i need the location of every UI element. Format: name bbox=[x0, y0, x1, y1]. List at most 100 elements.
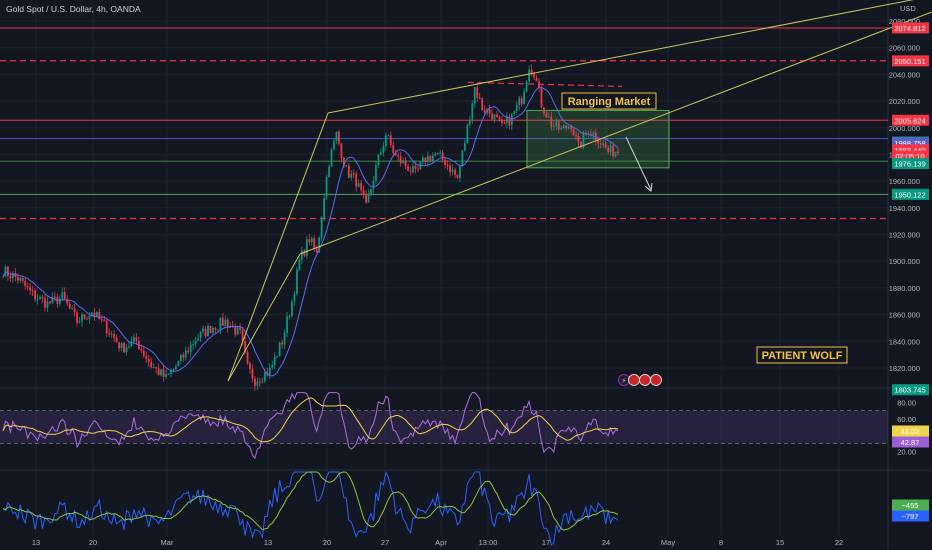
event-icons[interactable]: ⚡ bbox=[618, 374, 662, 386]
candle-body bbox=[133, 337, 135, 342]
price-tick-label: 1960.000 bbox=[889, 177, 920, 186]
candle-body bbox=[73, 308, 76, 313]
candle-body bbox=[441, 152, 444, 160]
candle-body bbox=[476, 87, 479, 98]
candle-body bbox=[478, 97, 481, 99]
candle-body bbox=[29, 287, 32, 291]
candle-body bbox=[63, 292, 66, 300]
candle-body bbox=[530, 69, 533, 74]
rsi-value-label-bg bbox=[892, 425, 929, 437]
candle-body bbox=[466, 124, 469, 143]
candle-body bbox=[609, 145, 612, 153]
candle-body bbox=[505, 116, 508, 123]
candle-body bbox=[496, 114, 498, 118]
candle-body bbox=[100, 319, 103, 321]
candle-body bbox=[160, 369, 162, 376]
candle-body bbox=[120, 343, 123, 349]
candle-body bbox=[347, 165, 350, 178]
candle-body bbox=[375, 165, 377, 181]
time-axis: 13 20 Mar 13 20 27 Apr 13:00 17 24 May 8 15 22 bbox=[32, 538, 843, 547]
candle-body bbox=[298, 259, 301, 270]
candle-body bbox=[58, 298, 61, 305]
candle-body bbox=[241, 330, 244, 342]
candle-body bbox=[128, 346, 130, 348]
candle-body bbox=[26, 286, 29, 288]
candle-body bbox=[189, 344, 192, 353]
ranging-market-box[interactable] bbox=[561, 92, 657, 110]
candle-body bbox=[175, 366, 177, 370]
price-tick-label: 2020.000 bbox=[889, 97, 920, 106]
indicator-value-label-bg bbox=[892, 499, 929, 511]
price-label: 2050.151 bbox=[894, 57, 925, 66]
ranging-market-label: Ranging Market bbox=[568, 96, 651, 108]
symbol-title: Gold Spot / U.S. Dollar, 4h, OANDA bbox=[6, 4, 141, 14]
flag-event-icon[interactable] bbox=[628, 374, 640, 386]
candle-body bbox=[315, 248, 318, 253]
flag-event-icon[interactable] bbox=[650, 374, 662, 386]
wedge-upper-line bbox=[327, 0, 914, 114]
candle-body bbox=[417, 168, 419, 170]
candle-body bbox=[115, 337, 118, 343]
candle-body bbox=[436, 152, 439, 154]
candle-body bbox=[543, 107, 545, 114]
candle-body bbox=[296, 269, 298, 294]
flag-event-icon[interactable] bbox=[639, 374, 651, 386]
candle-body bbox=[199, 331, 202, 339]
candle-body bbox=[394, 153, 397, 156]
candle-body bbox=[214, 327, 217, 330]
candle-body bbox=[224, 319, 227, 326]
arrow-shaft bbox=[625, 136, 652, 191]
candle-body bbox=[456, 174, 459, 178]
wedge-lower-line bbox=[299, 11, 932, 255]
candle-body bbox=[407, 166, 409, 172]
price-label-bg bbox=[892, 150, 929, 162]
candle-body bbox=[387, 135, 390, 137]
candle-body bbox=[340, 143, 343, 159]
price-label: 2074.812 bbox=[894, 24, 925, 33]
candle-body bbox=[258, 381, 261, 383]
candle-body bbox=[234, 326, 237, 335]
candle-body bbox=[360, 183, 363, 191]
projection-arrow bbox=[625, 136, 653, 192]
candle-body bbox=[491, 113, 493, 120]
candle-body bbox=[594, 132, 597, 141]
candle-body bbox=[281, 342, 284, 345]
candle-body bbox=[256, 381, 259, 386]
rsi-tick-label: 80.00 bbox=[897, 398, 916, 407]
candle-body bbox=[380, 152, 382, 155]
indicator-ma-value-label: −797 bbox=[902, 512, 919, 521]
candle-body bbox=[86, 318, 88, 320]
candle-body bbox=[414, 166, 417, 169]
candle-body bbox=[66, 299, 69, 304]
candle-body bbox=[572, 129, 575, 136]
time-tick-label: 15 bbox=[776, 538, 784, 547]
candle-body bbox=[589, 133, 592, 135]
price-label: 1976.139 bbox=[894, 160, 925, 169]
patient-wolf-box[interactable] bbox=[756, 346, 848, 364]
candlesticks bbox=[2, 64, 619, 391]
candle-body bbox=[145, 355, 148, 359]
candle-body bbox=[88, 315, 91, 320]
price-label: 2005.624 bbox=[894, 116, 925, 125]
price-label-bg bbox=[892, 22, 929, 34]
candle-body bbox=[71, 308, 74, 310]
candle-body bbox=[194, 340, 197, 344]
price-label-bg bbox=[892, 384, 929, 396]
candle-body bbox=[110, 333, 113, 335]
candle-body bbox=[424, 157, 427, 163]
candle-body bbox=[597, 140, 600, 144]
candle-body bbox=[95, 312, 98, 318]
candle-body bbox=[538, 81, 540, 88]
candle-body bbox=[518, 98, 521, 106]
candle-body bbox=[207, 325, 209, 337]
candle-body bbox=[483, 110, 486, 113]
candle-body bbox=[162, 369, 165, 377]
price-tick-label: 1840.000 bbox=[889, 337, 920, 346]
candle-body bbox=[293, 293, 296, 302]
candle-body bbox=[508, 116, 511, 126]
indicator-ma-value-label-bg bbox=[892, 510, 929, 522]
candle-body bbox=[308, 239, 311, 243]
candle-body bbox=[367, 194, 370, 203]
price-label: 1950.122 bbox=[894, 190, 925, 199]
